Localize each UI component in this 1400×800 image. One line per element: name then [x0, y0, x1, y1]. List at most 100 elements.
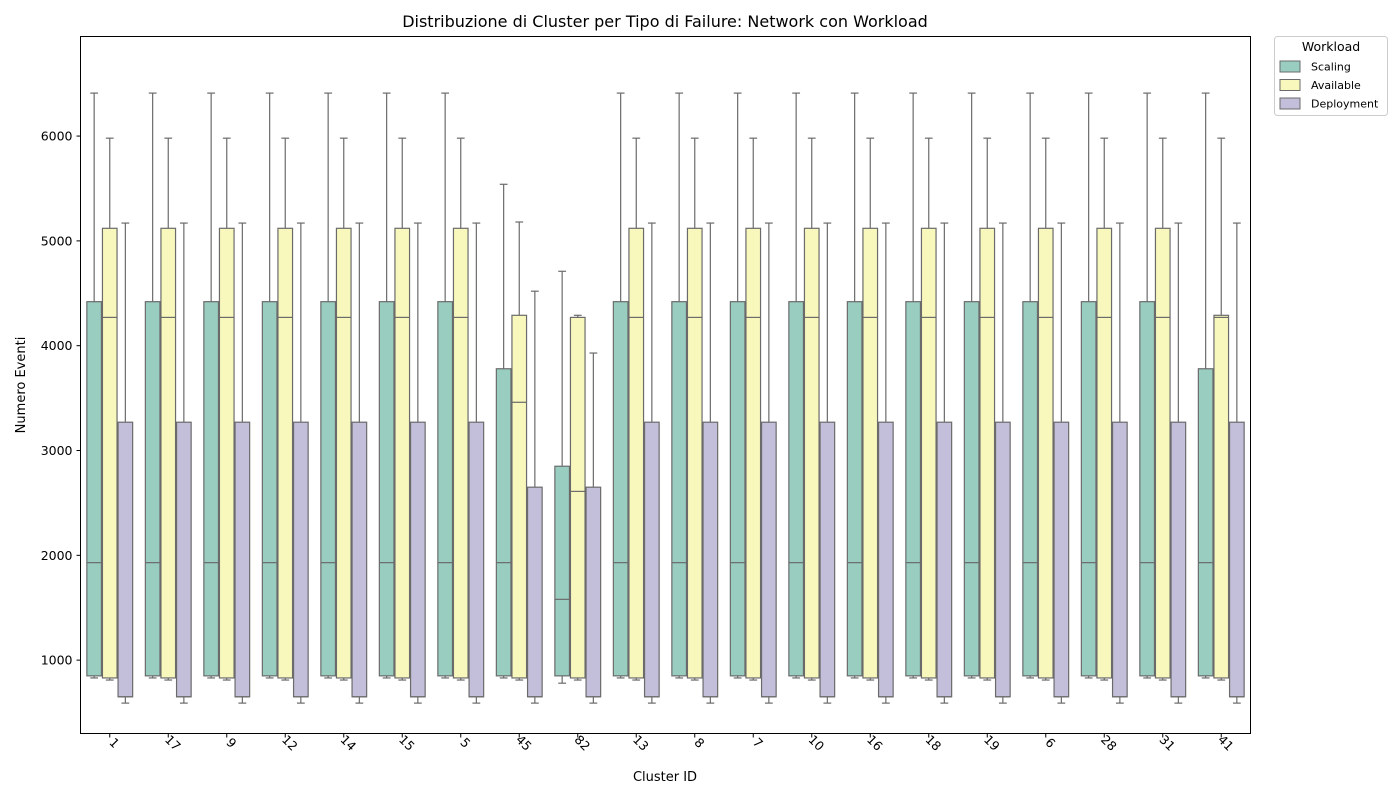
box-deployment-cluster-6 — [1053, 222, 1070, 704]
box-deployment-cluster-82 — [585, 352, 602, 704]
iqr-box — [101, 227, 118, 679]
x-tick-label: 45 — [513, 732, 535, 754]
x-tick-label: 9 — [223, 735, 239, 751]
iqr-box — [585, 486, 602, 698]
x-tick-label: 17 — [162, 732, 184, 754]
box-available-cluster-18 — [920, 137, 937, 681]
iqr-box — [569, 316, 586, 679]
iqr-box — [979, 227, 996, 679]
box-available-cluster-8 — [686, 137, 703, 681]
box-available-cluster-31 — [1154, 137, 1171, 681]
iqr-box — [1228, 421, 1245, 698]
iqr-box — [511, 314, 528, 679]
iqr-box — [1053, 421, 1070, 698]
legend-swatch — [1279, 97, 1301, 110]
legend-label: Available — [1311, 79, 1361, 92]
iqr-box — [1037, 227, 1054, 679]
box-available-cluster-1 — [101, 137, 118, 681]
box-scaling-cluster-17 — [144, 92, 161, 679]
box-deployment-cluster-12 — [292, 222, 309, 704]
box-deployment-cluster-45 — [526, 290, 543, 704]
box-deployment-cluster-5 — [468, 222, 485, 704]
iqr-box — [160, 227, 177, 679]
box-scaling-cluster-10 — [788, 92, 805, 679]
y-tick-label: 6000 — [41, 129, 73, 144]
legend: Workload Scaling Available Deployment — [1274, 36, 1388, 116]
x-tick-label: 1 — [106, 735, 122, 751]
iqr-box — [760, 421, 777, 698]
x-tick-label: 6 — [1042, 735, 1058, 751]
y-tick-label: 1000 — [41, 653, 73, 668]
box-deployment-cluster-1 — [117, 222, 134, 704]
y-tick-label: 5000 — [41, 233, 73, 248]
legend-title: Workload — [1302, 39, 1360, 54]
iqr-box — [203, 301, 220, 677]
legend-item-scaling: Scaling — [1279, 60, 1351, 74]
iqr-box — [175, 421, 192, 698]
iqr-box — [234, 421, 251, 698]
iqr-box — [846, 301, 863, 677]
iqr-box — [554, 465, 571, 677]
x-tick-label: 7 — [750, 735, 766, 751]
box-scaling-cluster-7 — [729, 92, 746, 679]
iqr-box — [686, 227, 703, 679]
iqr-box — [292, 421, 309, 698]
iqr-box — [1197, 368, 1214, 677]
box-available-cluster-10 — [803, 137, 820, 681]
y-axis-label: Numero Eventi — [14, 337, 29, 434]
box-available-cluster-28 — [1096, 137, 1113, 681]
box-available-cluster-7 — [745, 137, 762, 681]
iqr-box — [905, 301, 922, 677]
box-available-cluster-19 — [979, 137, 996, 681]
box-available-cluster-14 — [335, 137, 352, 681]
iqr-box — [1022, 301, 1039, 677]
iqr-box — [261, 301, 278, 677]
box-deployment-cluster-16 — [877, 222, 894, 704]
box-available-cluster-41 — [1213, 137, 1230, 681]
iqr-box — [1170, 421, 1187, 698]
legend-swatch — [1279, 60, 1301, 73]
box-deployment-cluster-18 — [936, 222, 953, 704]
box-deployment-cluster-8 — [702, 222, 719, 704]
iqr-box — [495, 368, 512, 677]
box-scaling-cluster-19 — [963, 92, 980, 679]
iqr-box — [1111, 421, 1128, 698]
x-axis-label: Cluster ID — [633, 770, 697, 785]
iqr-box — [526, 486, 543, 698]
box-available-cluster-5 — [452, 137, 469, 681]
box-scaling-cluster-9 — [203, 92, 220, 679]
box-available-cluster-82 — [569, 314, 586, 681]
iqr-box — [920, 227, 937, 679]
x-tick-label: 16 — [864, 732, 886, 754]
iqr-box — [643, 421, 660, 698]
x-tick-label: 31 — [1157, 732, 1179, 754]
x-tick-label: 14 — [338, 732, 360, 754]
box-deployment-cluster-13 — [643, 222, 660, 704]
box-scaling-cluster-12 — [261, 92, 278, 679]
box-groups — [86, 92, 1245, 704]
y-tick-label: 3000 — [41, 443, 73, 458]
box-scaling-cluster-31 — [1139, 92, 1156, 679]
x-tick-label: 15 — [396, 732, 418, 754]
box-available-cluster-12 — [277, 137, 294, 681]
x-tick-label: 10 — [806, 732, 828, 754]
box-deployment-cluster-7 — [760, 222, 777, 704]
box-deployment-cluster-28 — [1111, 222, 1128, 704]
box-deployment-cluster-41 — [1228, 222, 1245, 704]
box-scaling-cluster-13 — [612, 92, 629, 679]
x-axis: 1 17 9 12 14 15 5 45 82 13 8 7 10 16 18 19 6 28 31 41 — [106, 732, 1237, 754]
iqr-box — [335, 227, 352, 679]
iqr-box — [819, 421, 836, 698]
x-tick-label: 18 — [923, 732, 945, 754]
box-scaling-cluster-45 — [495, 183, 512, 679]
iqr-box — [729, 301, 746, 677]
iqr-box — [994, 421, 1011, 698]
box-scaling-cluster-16 — [846, 92, 863, 679]
legend-frame — [1274, 36, 1388, 116]
iqr-box — [394, 227, 411, 679]
iqr-box — [671, 301, 688, 677]
box-deployment-cluster-17 — [175, 222, 192, 704]
box-scaling-cluster-8 — [671, 92, 688, 679]
box-available-cluster-15 — [394, 137, 411, 681]
